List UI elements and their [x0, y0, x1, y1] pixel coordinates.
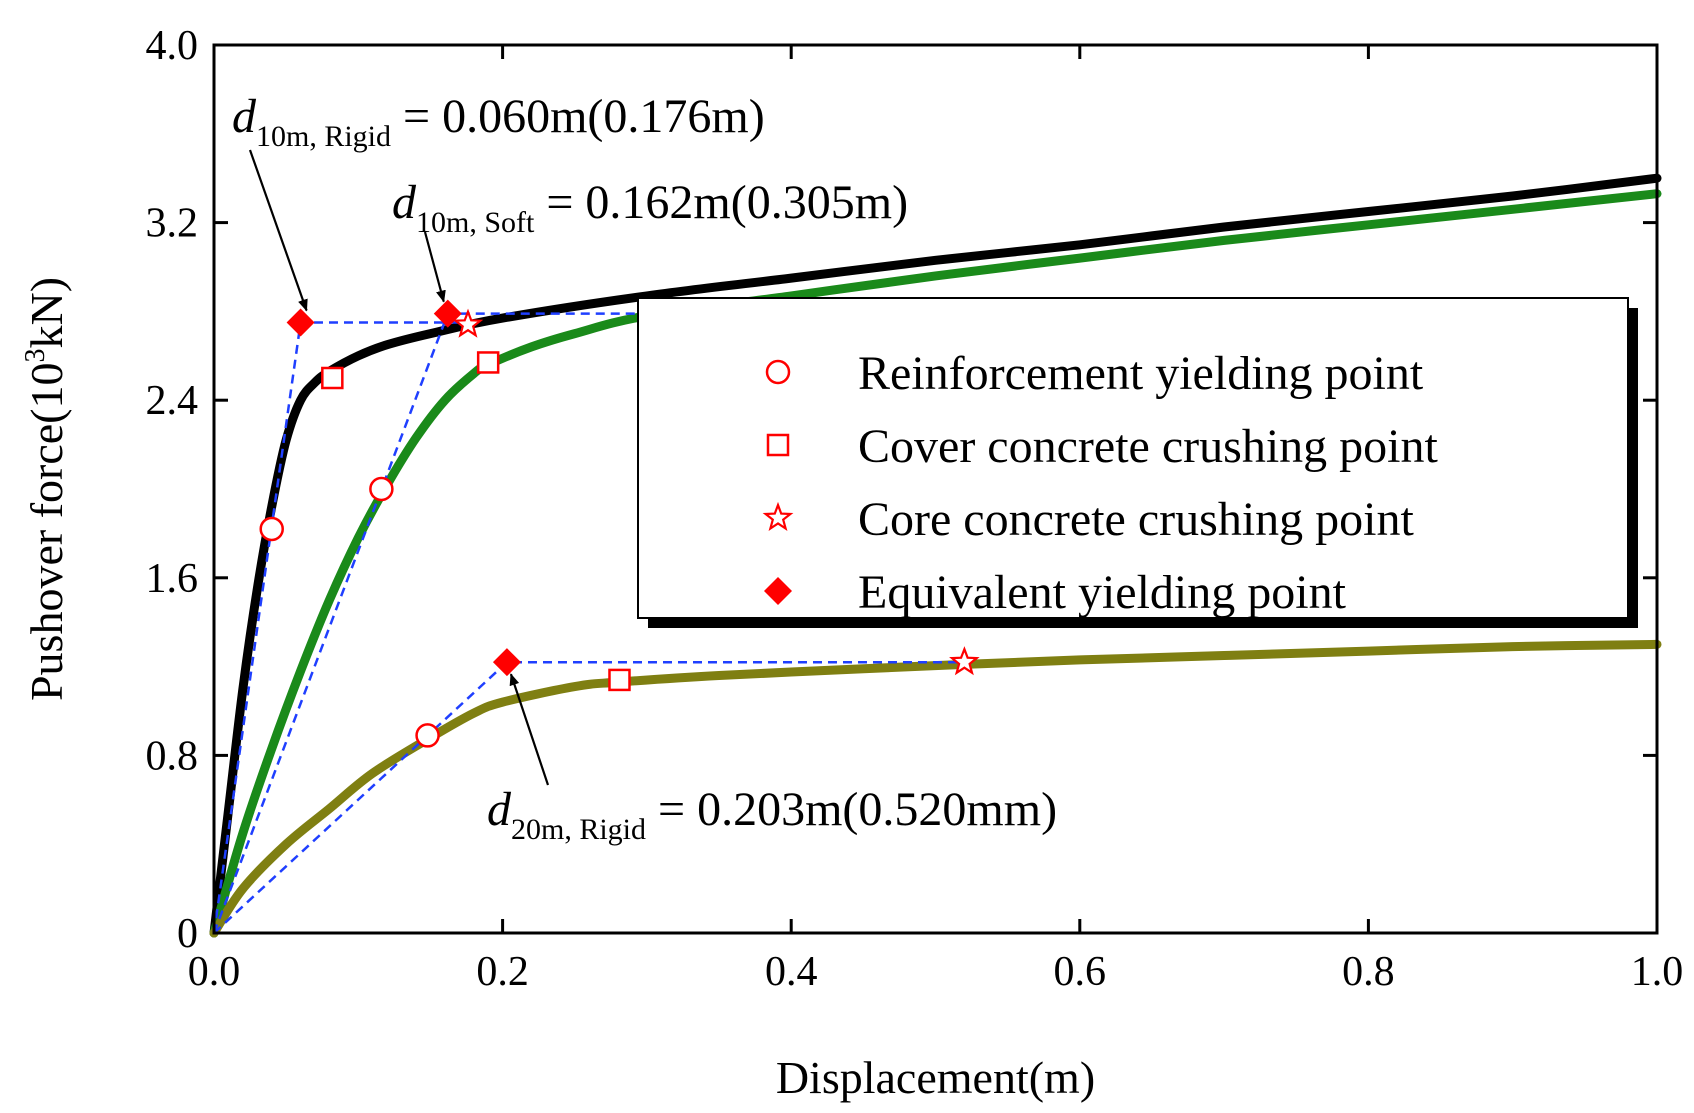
x-tick-label-3: 0.6	[1054, 949, 1107, 995]
legend-label-1: Cover concrete crushing point	[858, 420, 1438, 473]
annotation-text-1: d10m, Soft = 0.162m(0.305m)	[392, 176, 908, 239]
legend: Reinforcement yielding point Cover concre…	[637, 297, 1638, 628]
diamond-point-11	[492, 648, 521, 677]
series-line-1	[209, 189, 1662, 938]
y-axis-label-unit: kN)	[21, 277, 72, 349]
star-point-2	[452, 308, 484, 338]
circle-point-4	[369, 476, 394, 502]
legend-marker-square	[766, 433, 790, 457]
circle-point-8	[415, 723, 440, 748]
diamond-point-3	[286, 308, 315, 337]
annotation-value-2: = 0.203m(0.520mm)	[646, 783, 1057, 836]
y-axis-label: Pushover force(103kN)	[20, 277, 72, 701]
annotation-value-1: = 0.162m(0.305m)	[534, 176, 908, 229]
legend-marker-circle	[765, 359, 791, 385]
legend-label-0: Reinforcement yielding point	[858, 347, 1424, 400]
y-tick-label-1: 0.8	[146, 733, 199, 779]
circle-point-0	[259, 516, 284, 542]
series-layer	[209, 173, 1662, 938]
x-tick-label-2: 0.4	[765, 949, 818, 995]
annotation-text-0: d10m, Rigid = 0.060m(0.176m)	[232, 90, 765, 153]
x-axis-label: Displacement(m)	[776, 1052, 1095, 1103]
legend-label-3: Equivalent yielding point	[858, 566, 1347, 619]
x-tick-label-4: 0.8	[1342, 949, 1395, 995]
square-point-1	[321, 366, 344, 390]
annotation-sub-0: 10m, Rigid	[256, 120, 391, 153]
annotation-var-0: d	[232, 90, 257, 143]
y-tick-label-2: 1.6	[146, 556, 199, 602]
annotation-var-1: d	[392, 176, 417, 229]
axes-layer: 0.0 0.2 0.4 0.6 0.8 1.0 0 0.8 1.6 2.4 3.2 4.0 Displa…	[20, 23, 1683, 1103]
series-line-2	[209, 639, 1662, 938]
legend-marker-diamond	[764, 577, 792, 605]
star-point-10	[949, 646, 980, 676]
annotation-var-2: d	[487, 783, 512, 836]
annotation-sub-2: 20m, Rigid	[511, 813, 646, 846]
plot-frame	[212, 43, 1659, 935]
annotations-layer: d10m, Rigid = 0.060m(0.176m)d10m, Soft =…	[232, 90, 1057, 846]
y-axis-label-base: Pushover force(10	[21, 363, 72, 702]
annotation-value-0: = 0.060m(0.176m)	[391, 90, 765, 143]
square-point-9	[608, 668, 631, 692]
y-tick-label-5: 4.0	[146, 23, 199, 69]
y-axis-label-sup: 3	[20, 349, 51, 363]
y-tick-label-0: 0	[177, 911, 198, 957]
annotation-arrow-0	[248, 149, 308, 312]
legend-box	[637, 297, 1629, 619]
x-tick-label-1: 0.2	[476, 949, 529, 995]
x-tick-label-0: 0.0	[188, 949, 241, 995]
annotation-arrow-1	[423, 231, 446, 303]
annotation-arrow-2	[509, 673, 550, 786]
y-tick-label-3: 2.4	[146, 378, 199, 424]
y-tick-label-4: 3.2	[146, 201, 199, 247]
diamond-point-7	[433, 299, 462, 328]
legend-label-2: Core concrete crushing point	[858, 493, 1414, 546]
points-layer	[259, 297, 980, 748]
annotation-text-2: d20m, Rigid = 0.203m(0.520mm)	[487, 783, 1057, 846]
annotation-sub-1: 10m, Soft	[416, 206, 535, 239]
series-line-0	[209, 173, 1662, 938]
square-point-5	[476, 351, 500, 374]
legend-marker-star	[762, 501, 794, 532]
x-tick-label-5: 1.0	[1631, 949, 1684, 995]
